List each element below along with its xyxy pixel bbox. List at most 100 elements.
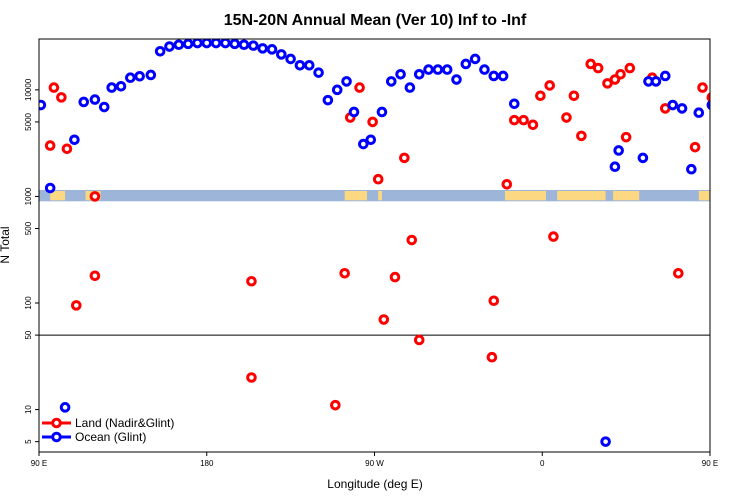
ocean-point-48 (488, 70, 500, 82)
ocean-point-50 (508, 98, 520, 110)
ocean-point-0 (39, 99, 47, 111)
ocean-point-6 (98, 101, 110, 113)
ocean-point-33 (348, 106, 360, 118)
ocean-point-15 (182, 39, 194, 50)
ocean-point-60 (686, 163, 697, 175)
ocean-point-49 (497, 70, 509, 82)
ocean-point-36 (376, 106, 388, 118)
map-land (378, 190, 382, 201)
map-land (698, 190, 710, 201)
y-tick-label-1: 10 (24, 405, 33, 414)
land-point-6 (89, 270, 101, 282)
ocean-point-40 (413, 68, 425, 80)
land-point-17 (399, 152, 410, 164)
plot-frame (38, 38, 711, 453)
ocean-point-44 (451, 74, 462, 85)
ocean-point-42 (432, 64, 444, 75)
x-axis: 90 E 180 90 W 0 90 E (31, 452, 718, 468)
legend-label-land: Land (Nadir&Glint) (75, 416, 174, 430)
map-land (557, 190, 606, 201)
ocean-point-34 (358, 138, 369, 150)
ocean-point-21 (238, 39, 250, 51)
y-axis-label: N Total (0, 226, 12, 263)
land-point-34 (602, 78, 613, 89)
ocean-point-19 (220, 39, 231, 49)
ocean-point-61 (693, 107, 705, 119)
land-point-24 (518, 114, 529, 126)
legend-item-ocean: Ocean (Glint) (42, 430, 146, 444)
land-point-0 (44, 140, 56, 151)
y-tick-label-3: 100 (24, 296, 33, 310)
x-tick-label-3: 0 (540, 459, 545, 468)
land-point-30 (568, 90, 580, 102)
land-point-31 (576, 130, 587, 142)
ocean-point-4 (78, 96, 90, 108)
land-point-8 (246, 372, 257, 383)
ocean-point-37 (385, 76, 397, 87)
land-point-10 (339, 267, 350, 279)
land-point-5 (89, 191, 101, 202)
ocean-point-56 (650, 76, 662, 87)
world-map-band (39, 189, 710, 202)
land-point-3 (61, 143, 73, 155)
map-land (504, 190, 546, 201)
ocean-point-52 (609, 161, 621, 173)
legend-label-ocean: Ocean (Glint) (75, 430, 146, 444)
land-point-44 (706, 92, 710, 103)
ocean-point-43 (441, 64, 453, 75)
ocean-point-13 (164, 41, 175, 52)
land-point-4 (70, 300, 82, 311)
map-land (344, 190, 368, 201)
ocean-point-35 (365, 134, 377, 146)
land-point-29 (561, 112, 572, 123)
ocean-point-16 (192, 39, 203, 49)
chart-title: 15N-20N Annual Mean (Ver 10) Inf to -Inf (224, 12, 527, 29)
ocean-point-62 (706, 100, 710, 111)
x-axis-label: Longitude (deg E) (327, 477, 422, 491)
ocean-point-22 (248, 40, 259, 51)
land-point-43 (697, 82, 708, 93)
land-point-1 (48, 82, 60, 93)
ocean-point-38 (395, 68, 406, 80)
x-tick-label-4: 90 E (702, 459, 718, 468)
land-point-27 (544, 80, 556, 91)
land-point-16 (389, 271, 401, 283)
land-point-42 (689, 141, 701, 153)
ocean-point-59 (676, 103, 688, 114)
land-point-28 (548, 231, 559, 242)
ocean-point-54 (637, 152, 649, 164)
land-point-12 (354, 82, 365, 93)
x-tick-label-2: 90 W (365, 459, 384, 468)
land-point-22 (501, 178, 513, 190)
ocean-point-1 (44, 182, 56, 194)
ocean-point-17 (201, 39, 213, 49)
ocean-point-20 (229, 39, 241, 50)
ocean-point-31 (331, 84, 343, 96)
ocean-point-41 (423, 64, 434, 75)
y-tick-label-2: 50 (24, 330, 33, 339)
land-point-9 (330, 399, 341, 411)
ocean-point-5 (89, 94, 101, 105)
ocean-point-18 (210, 39, 222, 49)
land-point-21 (488, 295, 500, 307)
ocean-point-8 (115, 80, 127, 92)
map-land (613, 190, 640, 201)
land-point-14 (372, 173, 384, 185)
land-point-15 (378, 314, 390, 325)
y-tick-label-4: 500 (24, 221, 33, 235)
ocean-point-32 (341, 76, 352, 87)
land-point-13 (367, 116, 378, 128)
ocean-point-45 (460, 58, 472, 70)
land-point-26 (535, 90, 546, 102)
ocean-point-2 (59, 402, 71, 413)
ocean-point-58 (667, 99, 679, 111)
y-axis: 5 10 50 100 500 1000 5000 10000 (24, 78, 39, 444)
x-tick-label-0: 90 E (31, 459, 47, 468)
ocean-point-51 (600, 436, 611, 447)
ocean-point-24 (266, 44, 278, 55)
land-point-7 (246, 275, 257, 287)
land-point-18 (406, 234, 418, 246)
ocean-point-7 (106, 82, 117, 93)
ocean-point-27 (294, 59, 306, 71)
